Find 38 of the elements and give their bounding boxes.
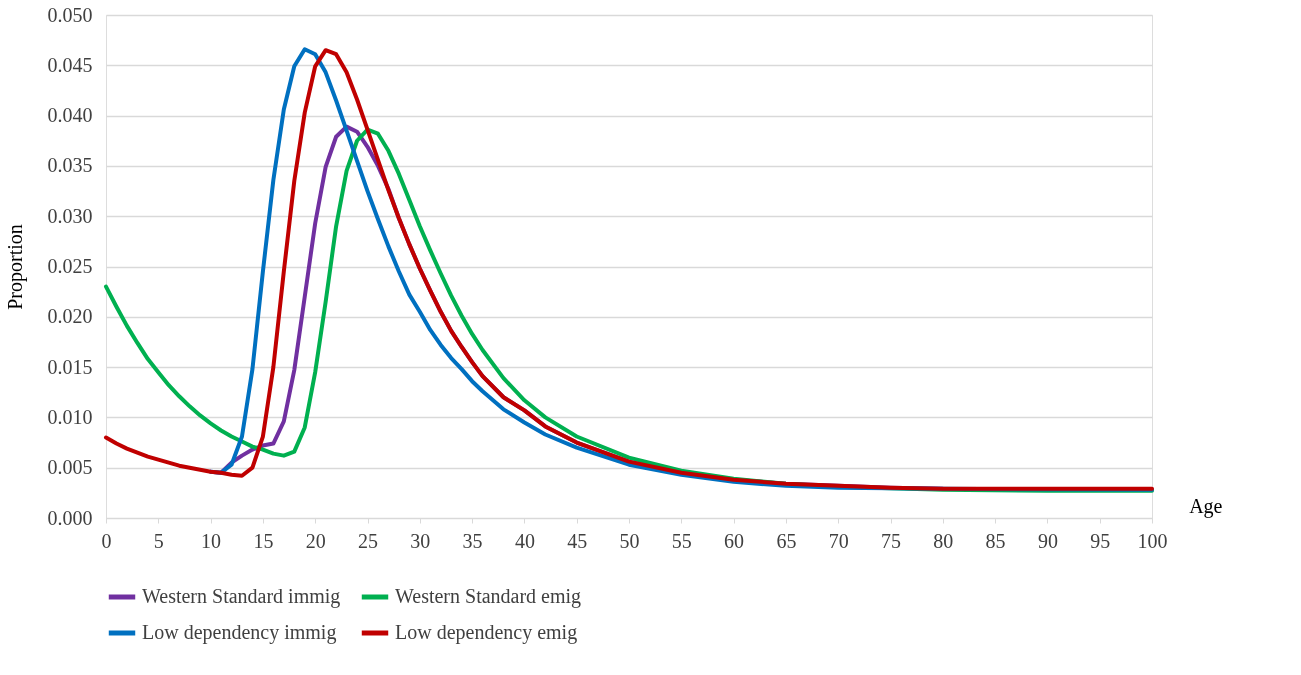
x-tick-label: 75 [881,529,901,552]
y-tick-label: 0.030 [47,204,93,227]
y-tick-label: 0.040 [47,104,93,127]
x-tick-label: 50 [619,529,640,552]
x-tick-label: 15 [253,529,274,552]
x-tick-label: 70 [828,529,849,552]
x-tick-label: 95 [1090,529,1111,552]
x-tick-label: 35 [462,529,483,552]
x-tick-label: 10 [201,529,222,552]
y-tick-label: 0.020 [47,305,93,328]
x-tick-label: 40 [514,529,535,552]
y-tick-label: 0.025 [47,255,93,277]
y-tick-label: 0.010 [47,405,93,428]
y-tick-label: 0.005 [47,456,93,479]
x-tick-label: 80 [933,529,954,552]
x-tick-label: 45 [567,529,588,552]
x-axis-title: Age [1189,494,1223,518]
x-tick-label: 85 [985,529,1006,552]
x-tick-label: 65 [776,529,797,552]
y-tick-label: 0.050 [47,3,93,26]
legend-label: Low dependency emig [395,621,578,644]
x-tick-label: 20 [305,529,326,552]
legend-label: Low dependency immig [142,621,337,644]
legend-label: Western Standard emig [395,585,582,608]
legend-label: Western Standard immig [142,585,341,608]
x-tick-label: 30 [410,529,431,552]
x-tick-label: 100 [1137,529,1168,552]
y-tick-label: 0.045 [47,53,93,76]
y-tick-label: 0.035 [47,154,93,177]
x-tick-label: 90 [1037,529,1058,552]
x-tick-label: 0 [101,529,112,552]
x-tick-label: 25 [358,529,378,552]
x-tick-label: 5 [153,529,164,552]
y-tick-label: 0.000 [47,506,93,529]
y-axis-title: Proportion [3,224,27,310]
x-tick-label: 60 [724,529,745,552]
x-tick-label: 55 [671,529,692,552]
y-tick-label: 0.015 [47,355,93,378]
